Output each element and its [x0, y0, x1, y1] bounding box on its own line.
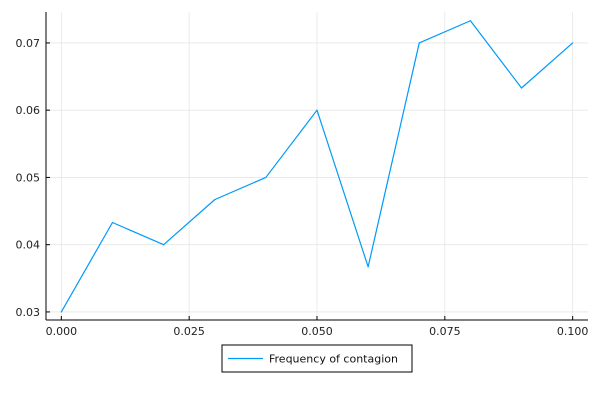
x-tick-label: 0.025 — [173, 325, 205, 338]
x-tick-label: 0.050 — [301, 325, 333, 338]
data-point — [469, 20, 471, 22]
data-point — [265, 176, 267, 179]
tick-marks — [46, 42, 574, 320]
legend: Frequency of contagion — [221, 344, 413, 373]
data-point — [520, 87, 523, 89]
tick-labels: 0.000 0.025 0.050 0.075 0.100 0.03 0.04 0.05 0.0… — [16, 37, 589, 338]
series — [60, 20, 574, 313]
data-point — [316, 109, 318, 111]
y-tick-label: 0.06 — [16, 104, 41, 117]
data-point — [163, 244, 165, 246]
x-tick-label: 0.100 — [557, 325, 589, 338]
data-point — [60, 311, 62, 313]
data-point — [572, 42, 574, 44]
x-tick-label: 0.000 — [46, 325, 78, 338]
data-point — [111, 221, 114, 224]
grid — [46, 12, 588, 320]
x-tick-label: 0.075 — [429, 325, 461, 338]
y-tick-label: 0.05 — [16, 171, 41, 184]
legend-label: Frequency of contagion — [269, 353, 398, 366]
data-point — [367, 266, 369, 268]
data-point — [418, 42, 420, 44]
y-tick-label: 0.04 — [16, 239, 41, 252]
y-tick-label: 0.03 — [16, 306, 41, 319]
data-point — [214, 199, 216, 201]
y-tick-label: 0.07 — [16, 37, 41, 50]
